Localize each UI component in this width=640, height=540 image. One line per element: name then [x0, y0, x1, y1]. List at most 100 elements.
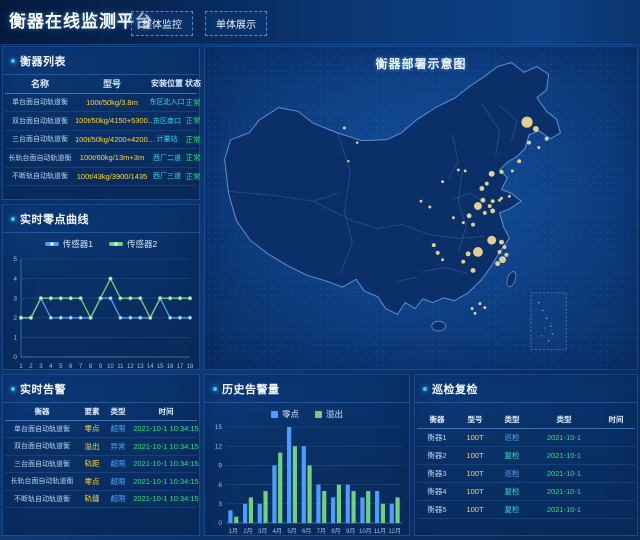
alarm-element: 零点	[84, 424, 100, 434]
device-location: 西厂二道	[153, 154, 181, 162]
col-header-name: 名称	[30, 79, 49, 90]
svg-text:6: 6	[218, 482, 222, 489]
device-name: 不断轨自动轨道衡	[12, 173, 68, 181]
inspection-date: 2021-10-1	[546, 505, 582, 514]
inspection-model: 100T	[466, 433, 484, 442]
device-model: 100t/50kg/4150+5300…	[75, 116, 156, 126]
panel-title: 衡器列表	[20, 56, 66, 68]
legend-item-sensor2[interactable]: 传感器2	[109, 238, 157, 250]
inspection-type: 复检	[504, 505, 520, 514]
header-tabs: 整体监控 单体展示	[131, 11, 267, 36]
panel-history-alarms: 历史告警量 零点 溢出 0 3 6 9 12 15 1月 2月 3月 4月 5月 6月 7月 8月 9月 10…	[204, 374, 410, 536]
table-row: 双台面自动轨道衡 100t/50kg/4150+5300… 东区南口 正常	[5, 112, 201, 131]
device-status: 正常	[185, 116, 201, 126]
legend-label: 传感器1	[62, 239, 93, 249]
device-table-body: 单台面自动轨道衡 100t/50kg/3.8m 东区北入口 正常 双台面自动轨道…	[5, 94, 201, 186]
tab-single-display[interactable]: 单体展示	[205, 11, 267, 36]
device-table-header: 名称 型号 安装位置 状态	[5, 75, 201, 94]
svg-text:3: 3	[39, 364, 43, 370]
alarm-type: 超限	[110, 424, 126, 434]
alarm-time: 2021-10-1 10:34:15	[133, 459, 199, 469]
panel-zero-curve-header: 实时零点曲线	[3, 205, 199, 233]
inspection-date: 2021-10-1	[546, 487, 582, 496]
table-row: 衡器1 100T 巡检 2021-10-1	[417, 429, 635, 447]
col-header-model: 型号	[467, 415, 483, 424]
legend-square-marker-icon	[315, 410, 322, 418]
panel-zero-curve: 实时零点曲线 传感器1 传感器2 0 1 2 3 4 5 1 2 3 4 5 6 7 8 9 10 11 12 13…	[2, 204, 200, 370]
device-model: 100t/50kg/3.8m	[86, 97, 138, 107]
inspection-device: 衡器5	[427, 505, 447, 514]
inspection-model: 100T	[466, 451, 484, 460]
table-row: 不断轨自动轨道衡 轨缝 超限 2021-10-1 10:34:15	[5, 491, 199, 508]
col-header-type: 类型	[504, 415, 520, 424]
svg-text:12: 12	[215, 443, 223, 450]
device-model: 100t/50kg/4200+4200…	[75, 134, 156, 144]
inspection-model: 100T	[466, 487, 484, 496]
inspection-type: 巡检	[504, 433, 520, 442]
panel-inspection-header: 巡检复检	[415, 375, 637, 403]
legend-line-marker-icon	[44, 242, 59, 246]
legend-item-zero[interactable]: 零点	[270, 408, 299, 420]
china-deployment-map	[224, 62, 567, 350]
bullet-icon	[11, 387, 15, 391]
alarm-element: 轨距	[84, 459, 100, 469]
alarm-device: 三台面自动轨道衡	[14, 460, 70, 468]
alarm-time: 2021-10-1 10:34:15	[133, 441, 199, 451]
svg-text:10月: 10月	[359, 528, 372, 535]
table-row: 长轨台面自动轨道衡 100t/60kg/13m+3m 西厂二道 正常	[5, 149, 201, 168]
map-title: 衡器部署示意图	[375, 57, 467, 71]
device-location: 计量站	[156, 136, 178, 144]
table-row: 单台面自动轨道衡 100t/50kg/3.8m 东区北入口 正常	[5, 94, 201, 112]
curve-legend: 传感器1 传感器2	[3, 238, 199, 250]
alarm-type: 超限	[110, 494, 126, 504]
legend-item-overflow[interactable]: 溢出	[315, 408, 343, 420]
svg-text:3: 3	[218, 501, 222, 508]
table-row: 三台面自动轨道衡 轨距 超限 2021-10-1 10:34:15	[5, 456, 199, 473]
svg-text:17: 17	[177, 364, 184, 370]
tab-overall-monitor[interactable]: 整体监控	[131, 11, 193, 36]
inspection-date: 2021-10-1	[546, 433, 582, 442]
inspection-date: 2021-10-1	[546, 451, 582, 460]
col-header-scale: 衡器	[34, 406, 50, 416]
taiwan-island	[506, 271, 517, 288]
device-status: 正常	[185, 97, 201, 107]
svg-text:15: 15	[215, 424, 223, 431]
inspection-device: 衡器1	[427, 433, 447, 442]
inspection-table-header: 衡器 型号 类型 类型 时间	[417, 411, 635, 429]
svg-text:6月: 6月	[302, 528, 311, 535]
legend-label: 溢出	[326, 409, 344, 419]
panel-realtime-alarms: 实时告警 衡器 要素 类型 时间 单台面自动轨道衡 零点 超限 2021-10-…	[2, 374, 200, 536]
alarm-element: 零点	[84, 476, 100, 486]
svg-text:4月: 4月	[273, 528, 282, 535]
svg-text:7: 7	[79, 364, 83, 370]
alarm-type: 超限	[110, 476, 126, 486]
alarm-type: 异常	[110, 441, 126, 451]
device-status: 正常	[185, 153, 201, 163]
device-name: 三台面自动轨道衡	[12, 136, 68, 144]
device-model: 100t/60kg/13m+3m	[79, 153, 145, 163]
svg-text:8: 8	[89, 364, 93, 370]
bullet-icon	[213, 387, 217, 391]
svg-text:12月: 12月	[388, 528, 401, 535]
device-table: 名称 型号 安装位置 状态 单台面自动轨道衡 100t/50kg/3.8m 东区…	[3, 75, 201, 186]
svg-text:2: 2	[13, 315, 17, 322]
table-row: 衡器4 100T 复检 2021-10-1	[417, 483, 635, 501]
table-row: 三台面自动轨道衡 100t/50kg/4200+4200… 计量站 正常	[5, 131, 201, 149]
legend-item-sensor1[interactable]: 传感器1	[44, 238, 93, 250]
svg-text:8月: 8月	[331, 528, 340, 535]
svg-text:9: 9	[99, 364, 103, 370]
top-header: 衡器在线监测平台 整体监控 单体展示	[0, 0, 640, 45]
svg-text:16: 16	[167, 364, 174, 370]
legend-label: 零点	[281, 409, 299, 419]
bullet-icon	[11, 217, 15, 221]
svg-text:6: 6	[69, 364, 73, 370]
alarm-device: 单台面自动轨道衡	[14, 425, 70, 433]
col-header-time: 时间	[608, 415, 624, 424]
device-name: 双台面自动轨道衡	[12, 117, 68, 125]
svg-text:18: 18	[187, 364, 194, 370]
alarm-table: 衡器 要素 类型 时间 单台面自动轨道衡 零点 超限 2021-10-1 10:…	[3, 403, 199, 508]
inspection-table: 衡器 型号 类型 类型 时间 衡器1 100T 巡检 2021-10-1	[415, 403, 637, 519]
svg-text:0: 0	[13, 354, 17, 361]
